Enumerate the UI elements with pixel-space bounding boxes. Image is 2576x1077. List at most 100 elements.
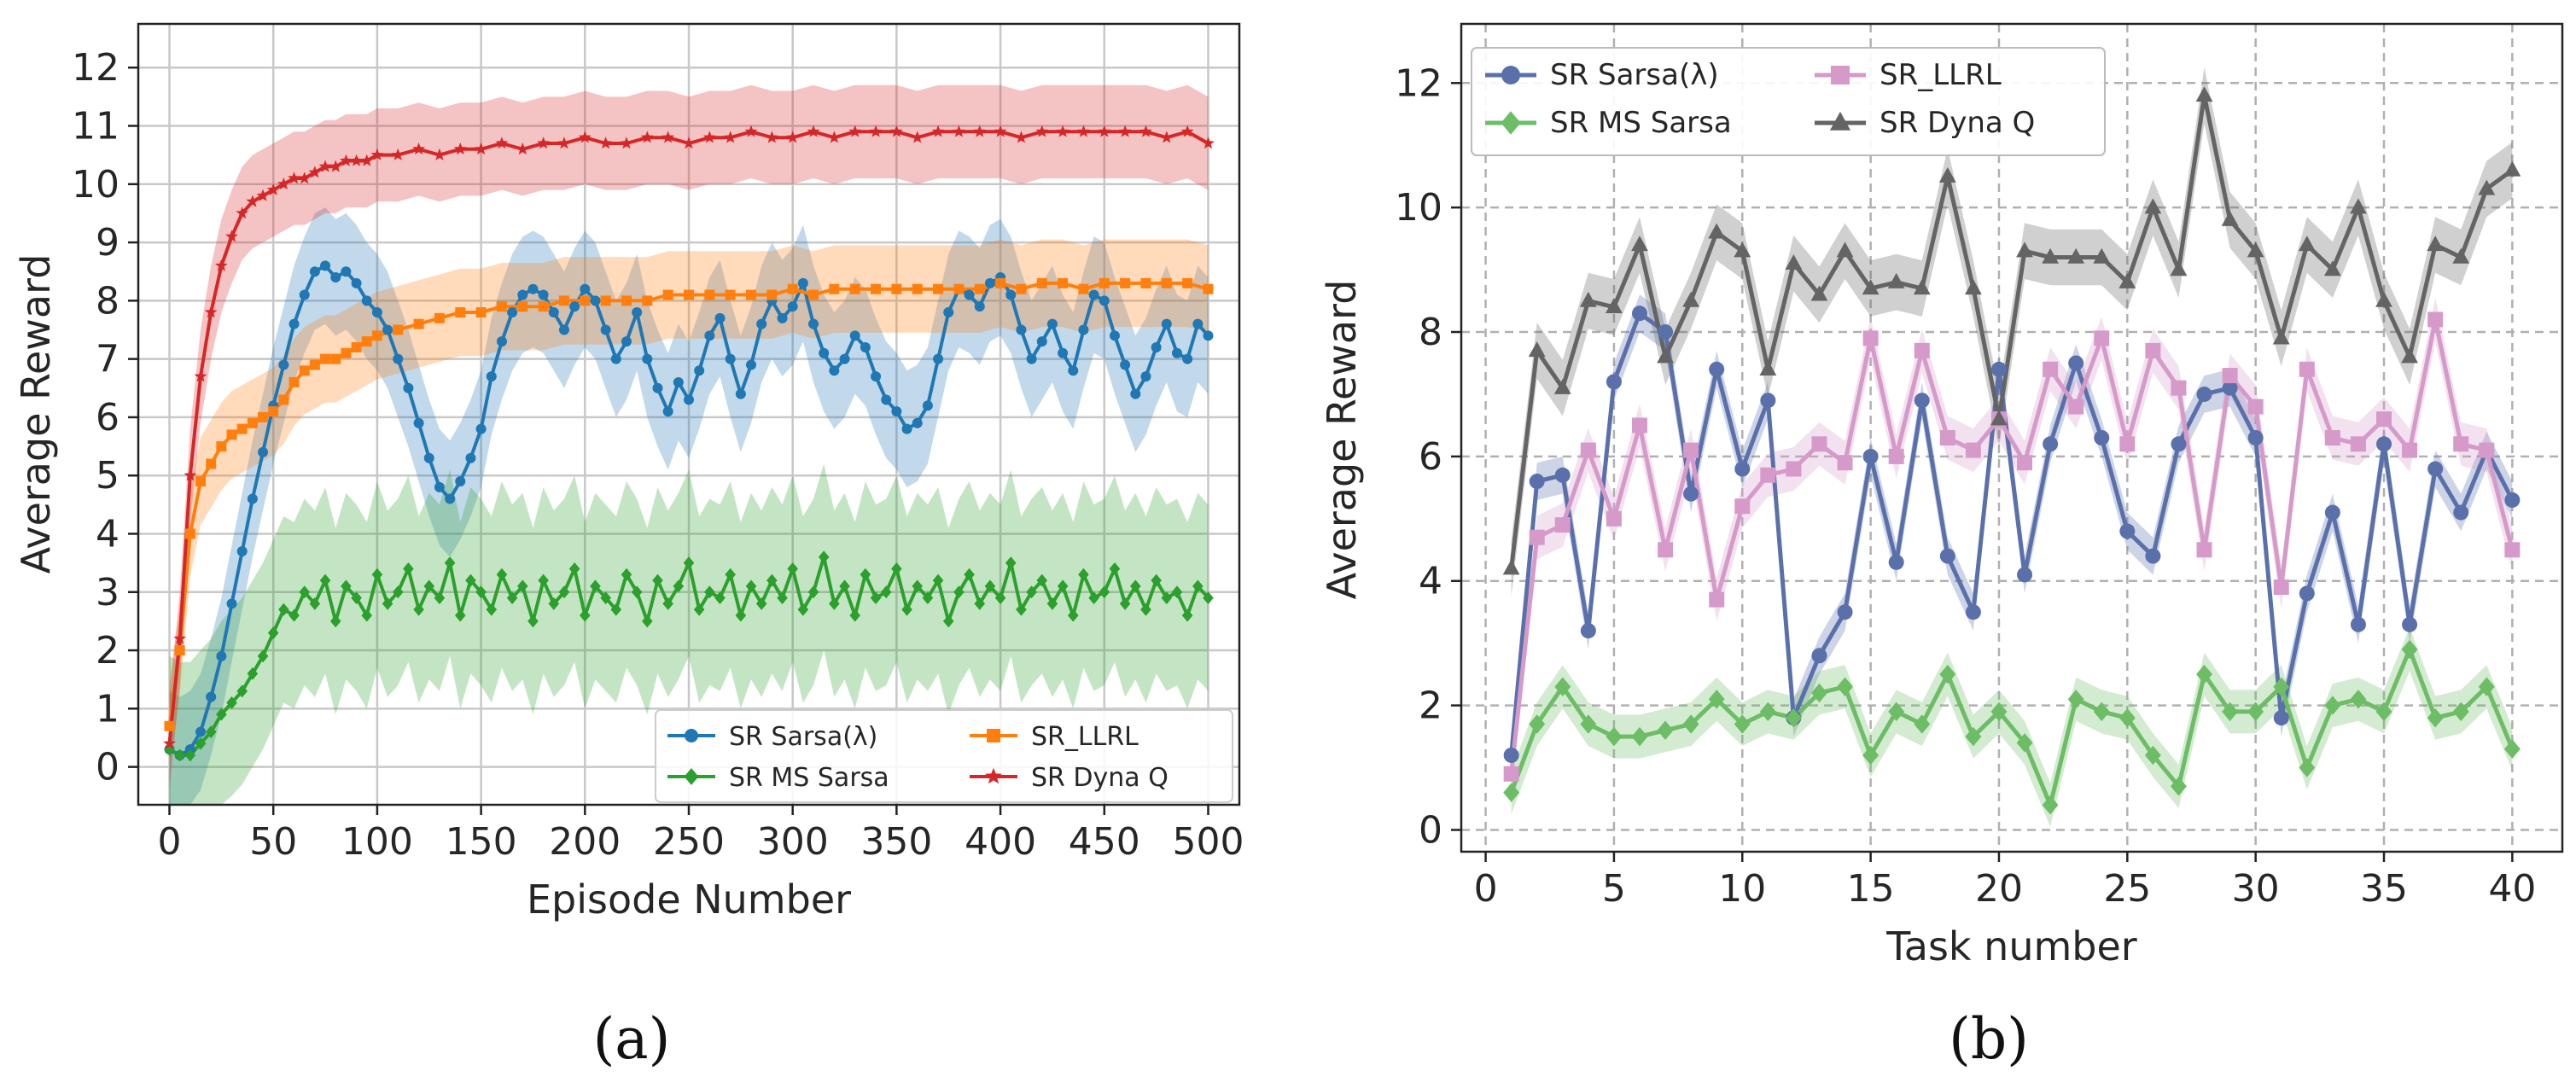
data-point-sr-ms-sarsa [932,573,944,587]
data-point-sr-sarsa [1914,393,1930,409]
data-point-sr-dyna-q [236,207,249,219]
data-point-sr-dyna-q [360,154,374,166]
data-point-sr-sarsa [662,406,673,417]
series-line-sr-sarsa [1509,311,2515,756]
data-point-sr-ms-sarsa [1888,702,1905,722]
data-point-sr-ms-sarsa [870,591,882,605]
x-tick-label: 300 [757,820,829,864]
data-point-sr-sarsa [2043,436,2059,452]
panel-b: 0 5 10 15 20 25 30 35 40 0 2 4 6 8 10 12 Task number A… [1319,22,2564,1072]
data-point-sr-sarsa [1078,324,1089,335]
data-point-sr-dyna-q [1759,359,1777,375]
data-point-sr-llrl [1554,517,1571,533]
data-point-sr-sarsa [725,353,736,364]
data-point-sr-ms-sarsa [568,562,580,575]
data-point-sr-sarsa [621,336,632,347]
y-tick-label: 2 [1419,684,1442,728]
data-point-sr-ms-sarsa [1026,585,1037,599]
x-tick-label: 150 [446,820,517,864]
data-point-sr-ms-sarsa [1554,677,1571,696]
data-point-sr-llrl [1631,417,1647,434]
data-point-sr-ms-sarsa [590,579,601,593]
data-point-sr-llrl [995,277,1006,288]
data-point-sr-sarsa [1140,371,1151,382]
data-point-sr-dyna-q [2401,347,2418,364]
data-point-sr-dyna-q [1708,223,1726,239]
x-tick-label: 350 [860,820,932,864]
data-point-sr-sarsa [704,330,715,341]
data-point-sr-ms-sarsa [2503,739,2521,759]
x-tick-label: 50 [249,820,297,864]
data-point-sr-ms-sarsa [1109,562,1121,575]
data-point-sr-ms-sarsa [610,603,622,616]
data-point-sr-llrl [371,330,382,341]
data-point-sr-ms-sarsa [1140,603,1151,616]
data-point-sr-llrl [278,394,289,405]
data-point-sr-ms-sarsa [2247,702,2264,722]
data-point-sr-sarsa [1529,474,1545,490]
data-point-sr-llrl [2222,368,2238,384]
data-point-sr-dyna-q [869,125,883,137]
data-point-sr-ms-sarsa [1171,585,1183,599]
data-point-sr-ms-sarsa [2016,733,2033,753]
data-point-sr-ms-sarsa [506,591,518,605]
data-point-sr-llrl [1203,283,1214,294]
data-point-sr-llrl [600,295,611,306]
data-point-sr-ms-sarsa [704,585,715,599]
y-tick-label: 8 [96,279,119,323]
x-tick-label: 450 [1069,820,1140,864]
data-point-sr-dyna-q [1990,410,2008,426]
data-point-sr-llrl [1016,283,1027,294]
data-point-sr-dyna-q [516,143,529,155]
data-point-sr-sarsa [1120,359,1131,370]
data-point-sr-ms-sarsa [538,573,549,587]
data-point-sr-llrl [299,365,310,376]
data-point-sr-dyna-q [318,160,332,172]
data-point-sr-ms-sarsa [475,585,487,599]
data-point-sr-sarsa [548,307,559,318]
data-point-sr-dyna-q [2298,236,2316,252]
data-point-sr-ms-sarsa [465,573,476,587]
data-point-sr-llrl [912,283,923,294]
legend-marker-sr-sarsa [685,729,698,742]
data-point-sr-dyna-q [1913,279,1931,295]
data-point-sr-sarsa [507,307,518,318]
data-point-sr-dyna-q [2503,160,2521,177]
data-point-sr-sarsa [465,452,476,463]
data-point-sr-ms-sarsa [1606,726,1623,747]
data-point-sr-ms-sarsa [1811,683,1827,703]
data-point-sr-ms-sarsa [309,597,321,610]
data-point-sr-dyna-q [2195,86,2213,102]
data-point-sr-ms-sarsa [693,603,705,616]
data-point-sr-llrl [174,645,185,656]
data-point-sr-ms-sarsa [1682,714,1699,734]
data-point-sr-llrl [2376,411,2392,428]
data-point-sr-ms-sarsa [2093,702,2110,722]
data-point-sr-dyna-q [578,131,592,143]
data-point-sr-sarsa [1658,324,1674,341]
data-point-sr-dyna-q [1056,125,1069,137]
data-point-sr-llrl [434,312,445,323]
data-point-sr-sarsa [434,481,445,492]
data-point-sr-dyna-q [2247,242,2264,258]
data-point-sr-llrl [2145,342,2161,358]
data-point-sr-sarsa [684,394,694,405]
data-point-sr-ms-sarsa [818,550,830,564]
legend-marker-sr-ms-sarsa [684,768,699,785]
data-point-sr-llrl [2504,542,2521,558]
legend-label-sr-ms-sarsa: SR MS Sarsa [729,763,889,793]
data-point-sr-sarsa [206,691,217,702]
data-point-sr-llrl [2324,430,2340,445]
x-tick-label: 40 [2488,867,2536,911]
data-point-sr-ms-sarsa [434,591,446,605]
legend-label-sr-sarsa: SR Sarsa(λ) [1550,58,1719,92]
data-point-sr-llrl [2196,542,2212,558]
data-point-sr-llrl [538,301,549,312]
data-point-sr-ms-sarsa [860,568,871,581]
data-point-sr-ms-sarsa [2427,707,2444,728]
data-point-sr-dyna-q [1180,125,1194,137]
data-point-sr-ms-sarsa [527,614,539,628]
series-line-sr-ms-sarsa [1509,647,2515,807]
data-point-sr-ms-sarsa [361,608,373,622]
